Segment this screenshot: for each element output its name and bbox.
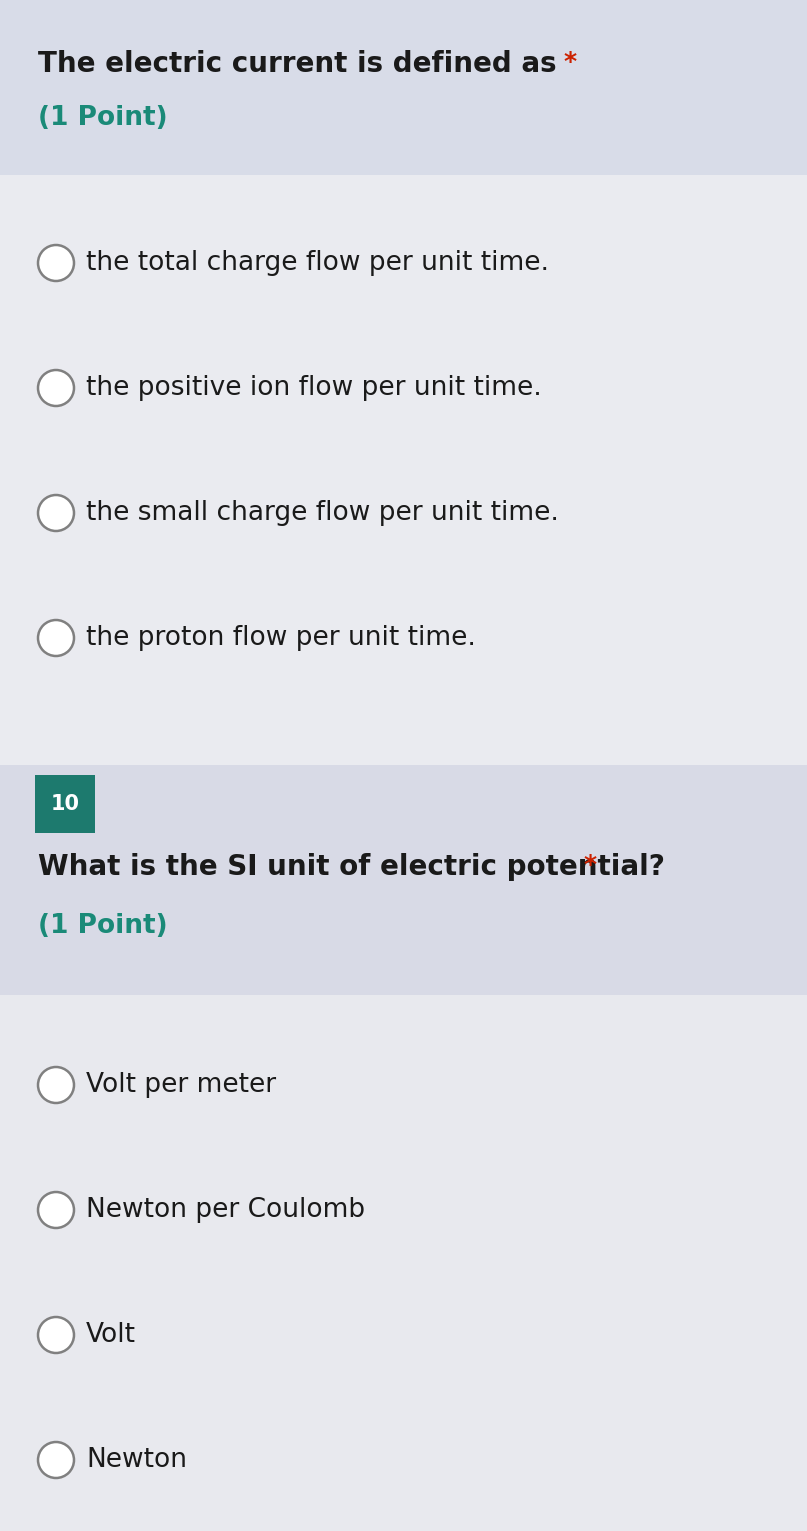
Text: Volt per meter: Volt per meter (86, 1072, 276, 1098)
Text: (1 Point): (1 Point) (38, 912, 168, 939)
Text: What is the SI unit of electric potential?: What is the SI unit of electric potentia… (38, 853, 675, 880)
FancyBboxPatch shape (0, 995, 807, 1531)
Circle shape (38, 495, 74, 531)
Circle shape (38, 620, 74, 655)
Circle shape (38, 1067, 74, 1102)
Text: 10: 10 (51, 795, 80, 814)
Text: *: * (563, 51, 576, 73)
FancyBboxPatch shape (35, 775, 95, 833)
Text: Volt: Volt (86, 1321, 136, 1347)
Circle shape (38, 1442, 74, 1477)
Circle shape (38, 1317, 74, 1353)
Text: *: * (583, 853, 596, 877)
Text: the total charge flow per unit time.: the total charge flow per unit time. (86, 250, 549, 276)
Text: the proton flow per unit time.: the proton flow per unit time. (86, 625, 476, 651)
Text: the small charge flow per unit time.: the small charge flow per unit time. (86, 501, 559, 527)
Text: (1 Point): (1 Point) (38, 106, 168, 132)
FancyBboxPatch shape (0, 704, 807, 766)
Text: the positive ion flow per unit time.: the positive ion flow per unit time. (86, 375, 541, 401)
Circle shape (38, 1193, 74, 1228)
Circle shape (38, 245, 74, 282)
Circle shape (38, 371, 74, 406)
FancyBboxPatch shape (0, 175, 807, 704)
Text: Newton: Newton (86, 1447, 187, 1473)
Text: The electric current is defined as: The electric current is defined as (38, 51, 567, 78)
Text: Newton per Coulomb: Newton per Coulomb (86, 1197, 365, 1223)
FancyBboxPatch shape (0, 766, 807, 995)
FancyBboxPatch shape (0, 0, 807, 175)
